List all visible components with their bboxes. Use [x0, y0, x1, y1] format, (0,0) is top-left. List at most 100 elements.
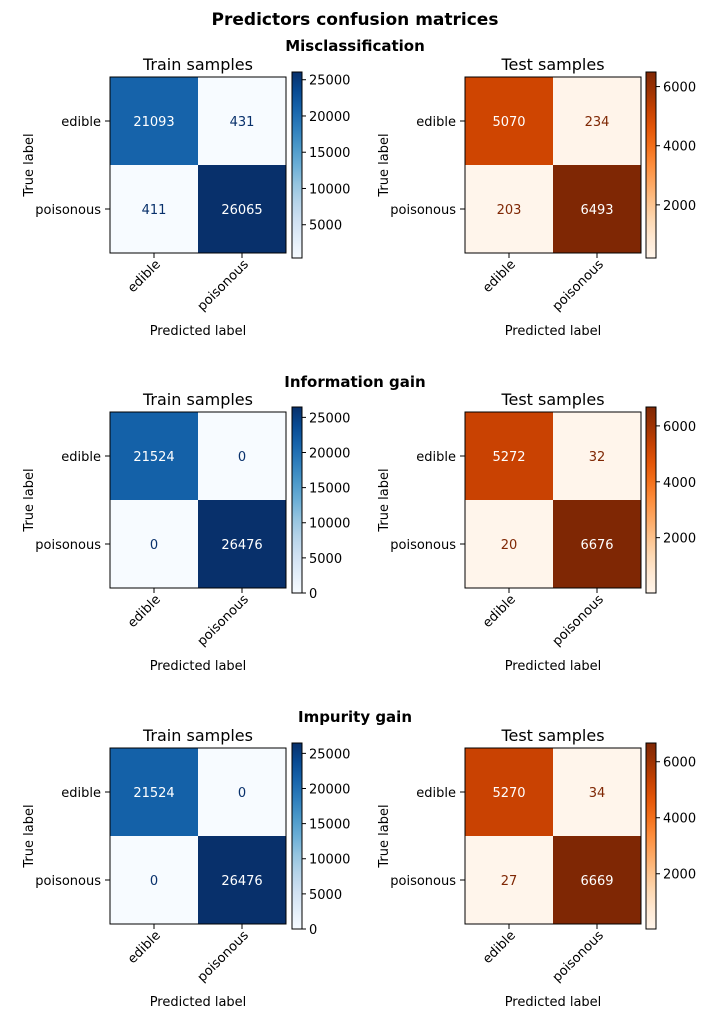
matrix-frame — [109, 411, 287, 589]
matrix-cell — [110, 836, 198, 924]
matrix-cell — [110, 77, 198, 165]
y-tick-label: poisonous — [35, 203, 101, 218]
x-tick-label: poisonous — [195, 257, 252, 314]
x-tick-label: edible — [480, 592, 519, 631]
x-tick-label: poisonous — [550, 257, 607, 314]
cell-value-label: 6669 — [580, 874, 613, 889]
panel-title: Train samples — [142, 390, 253, 409]
colorbar-tick-label: 0 — [309, 923, 317, 938]
panel-3: Information gain 21524 0 0 26476 Train sample… — [22, 373, 426, 674]
group-title: Misclassification — [285, 37, 425, 55]
colorbar-tick-label: 5000 — [309, 888, 342, 903]
colorbar-tick-label: 25000 — [309, 411, 350, 426]
colorbar-tick-label: 6000 — [663, 756, 696, 771]
cell-value-label: 0 — [150, 874, 158, 889]
colorbar — [291, 71, 303, 259]
matrix-cell — [198, 77, 286, 165]
matrix-cell — [553, 412, 641, 500]
y-tick-label: poisonous — [35, 874, 101, 889]
matrix-cell — [465, 748, 553, 836]
panel-title: Test samples — [500, 390, 604, 409]
matrix-cell — [465, 836, 553, 924]
y-tick-label: edible — [416, 115, 456, 130]
cell-value-label: 203 — [497, 203, 522, 218]
matrix-frame — [464, 411, 642, 589]
y-tick-label: edible — [61, 786, 101, 801]
cell-value-label: 6493 — [580, 203, 613, 218]
matrix-cell — [198, 412, 286, 500]
colorbar — [645, 71, 657, 259]
panel-2: 5070 234 203 6493 Test samples edible poisonou… — [377, 55, 696, 339]
x-tick-label: poisonous — [550, 928, 607, 985]
matrix-cell — [198, 748, 286, 836]
matrix-cell — [553, 165, 641, 253]
cell-value-label: 20 — [501, 538, 518, 553]
y-tick-label: edible — [416, 450, 456, 465]
colorbar-tick-label: 10000 — [309, 182, 350, 197]
colorbar-tick-label: 20000 — [309, 446, 350, 461]
cell-value-label: 26476 — [221, 874, 262, 889]
colorbar — [645, 742, 657, 930]
x-axis-label: Predicted label — [505, 995, 602, 1010]
colorbar-tick-label: 0 — [309, 587, 317, 602]
matrix-cell — [465, 165, 553, 253]
cell-value-label: 27 — [501, 874, 518, 889]
matrix-frame — [109, 747, 287, 925]
y-tick-label: edible — [61, 115, 101, 130]
x-tick-label: edible — [125, 928, 164, 967]
cell-value-label: 26476 — [221, 538, 262, 553]
colorbar — [645, 406, 657, 594]
figure-suptitle: Predictors confusion matrices — [212, 10, 499, 30]
cell-value-label: 34 — [589, 786, 606, 801]
y-tick-label: poisonous — [35, 538, 101, 553]
cell-value-label: 21524 — [133, 786, 174, 801]
colorbar — [291, 406, 303, 594]
cell-value-label: 26065 — [221, 203, 262, 218]
colorbar-tick-label: 6000 — [663, 81, 696, 96]
panel-5: Impurity gain 21524 0 0 26476 Train samples ed… — [22, 708, 412, 1010]
cell-value-label: 21093 — [133, 115, 174, 130]
colorbar-tick-label: 10000 — [309, 853, 350, 868]
x-tick-label: poisonous — [195, 928, 252, 985]
group-title: Impurity gain — [298, 708, 412, 726]
matrix-cell — [110, 165, 198, 253]
colorbar-tick-label: 10000 — [309, 517, 350, 532]
group-title: Information gain — [284, 373, 425, 391]
x-tick-label: edible — [125, 592, 164, 631]
x-axis-label: Predicted label — [150, 659, 247, 674]
x-tick-label: edible — [480, 257, 519, 296]
x-tick-label: poisonous — [550, 592, 607, 649]
matrix-cell — [110, 748, 198, 836]
matrix-cell — [198, 836, 286, 924]
colorbar-tick-label: 25000 — [309, 747, 350, 762]
y-axis-label: True label — [377, 133, 392, 197]
cell-value-label: 234 — [585, 115, 610, 130]
colorbar-tick-label: 15000 — [309, 818, 350, 833]
cell-value-label: 5270 — [492, 786, 525, 801]
cell-value-label: 0 — [150, 538, 158, 553]
y-axis-label: True label — [377, 468, 392, 532]
matrix-cell — [465, 500, 553, 588]
colorbar-tick-label: 4000 — [663, 476, 696, 491]
panel-title: Test samples — [500, 726, 604, 745]
colorbar-tick-label: 6000 — [663, 420, 696, 435]
panel-4: 5272 32 20 6676 Test samples edible poisonous e… — [377, 390, 696, 674]
colorbar-tick-label: 2000 — [663, 532, 696, 547]
colorbar-tick-label: 20000 — [309, 782, 350, 797]
y-axis-label: True label — [377, 804, 392, 868]
colorbar-tick-label: 4000 — [663, 140, 696, 155]
colorbar-tick-label: 4000 — [663, 812, 696, 827]
colorbar-tick-label: 5000 — [309, 219, 342, 234]
x-axis-label: Predicted label — [505, 324, 602, 339]
matrix-cell — [465, 412, 553, 500]
panel-title: Test samples — [500, 55, 604, 74]
matrix-cell — [465, 77, 553, 165]
matrix-frame — [464, 747, 642, 925]
colorbar-tick-label: 20000 — [309, 110, 350, 125]
matrix-cell — [553, 77, 641, 165]
colorbar — [291, 742, 303, 930]
panel-1: Misclassification 21093 431 411 26065 Train s… — [22, 37, 425, 339]
cell-value-label: 411 — [142, 203, 167, 218]
matrix-cell — [553, 748, 641, 836]
y-tick-label: poisonous — [390, 874, 456, 889]
